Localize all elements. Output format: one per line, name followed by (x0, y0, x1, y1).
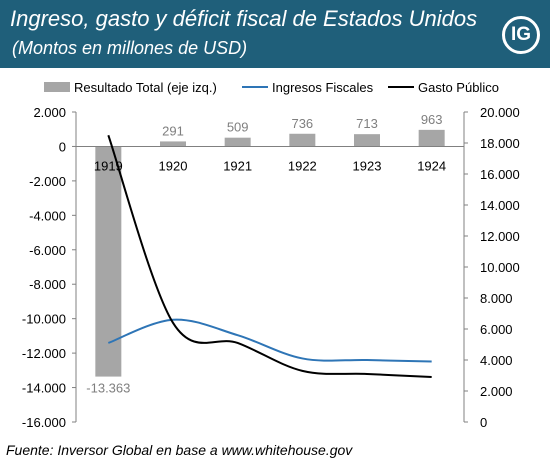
x-tick-label: 1923 (353, 158, 382, 173)
right-tick-label: 0 (480, 415, 487, 430)
right-tick-label: 14.000 (480, 198, 520, 213)
right-axis: 0 2.000 4.000 6.000 8.000 10.000 12.000 14.000 1… (463, 105, 520, 430)
right-tick-label: 2.000 (480, 384, 513, 399)
x-axis: 1919 1920 1921 1922 1923 1924 (76, 145, 464, 173)
left-tick-label: 0 (59, 139, 66, 154)
x-tick-label: 1924 (417, 158, 446, 173)
bar-resultado-1924 (418, 129, 445, 147)
bar-resultado-1922 (289, 133, 316, 147)
fiscal-chart: Resultado Total (eje izq.) Ingresos Fisca… (22, 80, 520, 430)
right-tick-label: 20.000 (480, 105, 520, 120)
chart-header: Ingreso, gasto y déficit fiscal de Estad… (0, 0, 550, 68)
x-tick-label: 1921 (223, 158, 252, 173)
left-tick-label: -16.000 (22, 415, 66, 430)
x-tick-label: 1920 (159, 158, 188, 173)
bar-labels-group: -13.363 291 509 736 713 963 (86, 112, 442, 396)
left-tick-label: -2.000 (29, 174, 66, 189)
lines-group (107, 134, 432, 379)
legend-label: Resultado Total (eje izq.) (74, 80, 217, 95)
right-tick-label: 18.000 (480, 136, 520, 151)
chart-legend: Resultado Total (eje izq.) Ingresos Fisca… (44, 80, 499, 95)
source-note: Fuente: Inversor Global en base a www.wh… (6, 442, 353, 458)
left-axis: -16.000 -14.000 -12.000 -10.000 -8.000 -6.000… (22, 105, 77, 430)
right-tick-label: 16.000 (480, 167, 520, 182)
line-gasto-publico (107, 134, 432, 379)
bar-value-label: 713 (356, 116, 378, 131)
left-tick-label: -8.000 (29, 277, 66, 292)
legend-label: Ingresos Fiscales (272, 80, 374, 95)
right-tick-label: 10.000 (480, 260, 520, 275)
right-tick-label: 8.000 (480, 291, 513, 306)
left-tick-label: -14.000 (22, 381, 66, 396)
bar-resultado-1920 (160, 141, 186, 147)
left-tick-label: -6.000 (29, 243, 66, 258)
x-tick-label: 1919 (94, 158, 123, 173)
left-tick-label: -4.000 (29, 208, 66, 223)
right-tick-label: 12.000 (480, 229, 520, 244)
x-tick-label: 1922 (288, 158, 317, 173)
legend-label: Gasto Público (418, 80, 499, 95)
inversor-global-logo: IG (502, 16, 540, 54)
bars-group (95, 129, 445, 377)
legend-swatch-bar (44, 82, 70, 92)
bar-resultado-1923 (354, 134, 380, 147)
bar-value-label: 509 (227, 120, 249, 135)
bar-resultado-1921 (224, 137, 251, 147)
bar-value-label: 291 (162, 123, 184, 138)
bar-value-label: -13.363 (86, 381, 130, 396)
left-tick-label: -12.000 (22, 346, 66, 361)
chart-title: Ingreso, gasto y déficit fiscal de Estad… (10, 6, 478, 31)
right-tick-label: 6.000 (480, 322, 513, 337)
left-tick-label: 2.000 (33, 105, 66, 120)
chart-subtitle: (Montos en millones de USD) (12, 38, 248, 58)
bar-value-label: 736 (291, 116, 313, 131)
right-tick-label: 4.000 (480, 353, 513, 368)
left-tick-label: -10.000 (22, 312, 66, 327)
line-ingresos-fiscales (107, 318, 432, 363)
bar-value-label: 963 (421, 112, 443, 127)
